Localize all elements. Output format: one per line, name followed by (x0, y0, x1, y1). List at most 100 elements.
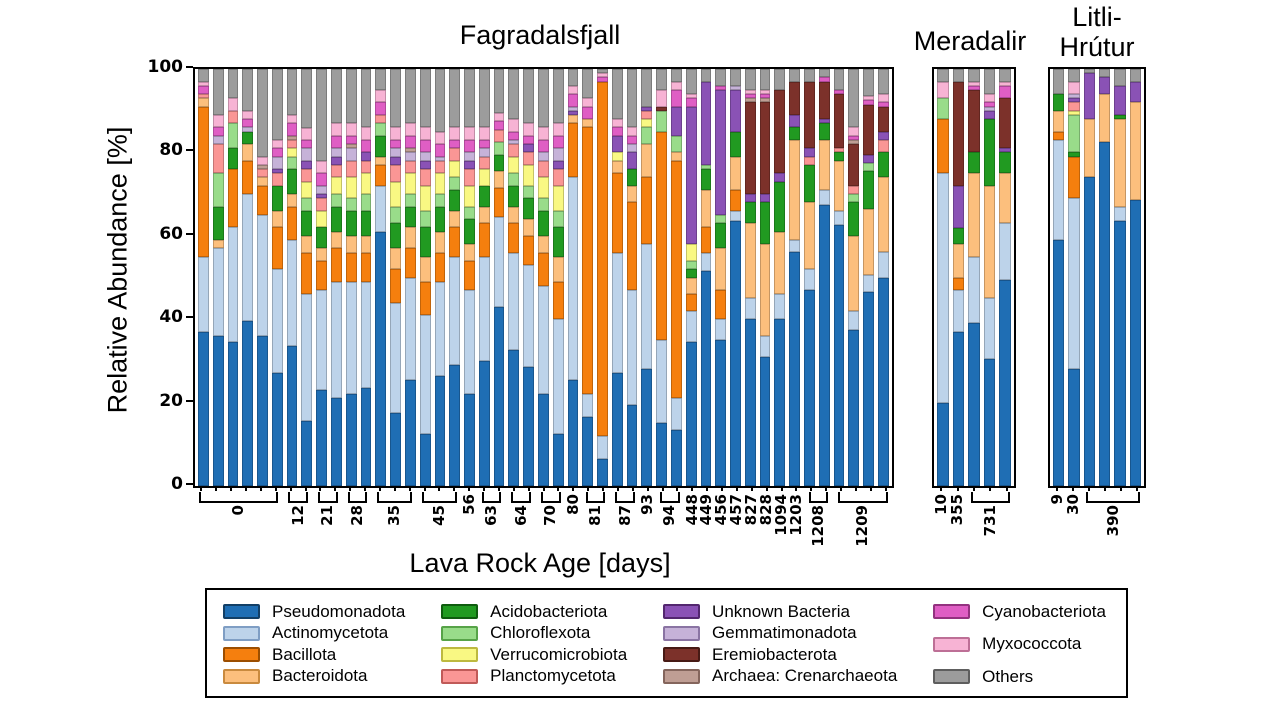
segment-bacteroidota (537, 235, 549, 253)
segment-bacteroidota (434, 231, 446, 253)
segment-verrucomicrobiota (537, 177, 549, 199)
segment-bacillota (198, 106, 209, 257)
group-bracket (659, 492, 680, 503)
segment-bacillota (567, 123, 579, 178)
x-tick-mark (750, 486, 753, 491)
stacked-bar-age-9 (1053, 69, 1065, 486)
segment-myxococcota (537, 127, 549, 140)
x-tick-slot (1001, 486, 1013, 491)
segment-actinomycetota (331, 281, 342, 399)
stacked-bar-age-10 (937, 69, 949, 486)
segment-pseudomonadota (316, 390, 328, 486)
segment-pseudomonadota (493, 306, 505, 486)
segment-verrucomicrobiota (434, 173, 446, 195)
segment-bacillota (434, 252, 446, 282)
segment-chloroflexota (641, 127, 653, 145)
y-tick-label-60: 60 (159, 223, 183, 244)
segment-chloroflexota (848, 194, 860, 203)
x-labels-meradalir: 10 355 731 (932, 492, 1016, 536)
segment-eremiobacterota (848, 144, 860, 186)
segment-planctomycetota (478, 156, 490, 170)
segment-pseudomonadota (715, 340, 727, 486)
legend: Pseudomonadota Actinomycetota Bacillota Bac… (205, 588, 1128, 698)
segment-cyanobacteriota (508, 131, 520, 140)
segment-actinomycetota (419, 315, 431, 434)
segment-acidobacteriota (508, 185, 520, 207)
segment-cyanobacteriota (360, 139, 372, 153)
segment-chloroflexota (937, 98, 949, 120)
legend-label: Bacillota (272, 644, 337, 664)
segment-bacteroidota (375, 156, 387, 165)
segment-planctomycetota (419, 169, 431, 186)
segment-chloroflexota (523, 185, 534, 199)
x-tick-slot (345, 486, 356, 491)
segment-actinomycetota (449, 256, 461, 366)
segment-planctomycetota (848, 185, 860, 195)
stacked-bar-age-12 (301, 69, 313, 486)
legend-label: Cyanobacteriota (982, 601, 1106, 621)
segment-actinomycetota (464, 290, 475, 395)
segment-cyanobacteriota (597, 77, 608, 82)
segment-planctomycetota (360, 160, 372, 174)
stacked-bar-age-731 (968, 69, 980, 486)
segment-pseudomonadota (434, 375, 446, 486)
segment-bacteroidota (848, 235, 860, 311)
segment-cyanobacteriota (744, 94, 756, 99)
segment-myxococcota (626, 127, 638, 136)
segment-unknown-bacteria (271, 169, 283, 174)
segment-actinomycetota (999, 223, 1011, 280)
x-tick-mark (349, 486, 352, 491)
y-tick-mark (186, 66, 193, 68)
segment-bacteroidota (271, 210, 283, 228)
segment-actinomycetota (212, 248, 224, 336)
segment-actinomycetota (656, 340, 667, 424)
segment-bacteroidota (464, 244, 475, 261)
segment-actinomycetota (375, 185, 387, 232)
segment-cyanobacteriota (523, 135, 534, 145)
stacked-bar-age-449 (700, 69, 712, 486)
segment-cyanobacteriota (375, 102, 387, 115)
segment-chloroflexota (863, 162, 874, 172)
segment-bacteroidota (818, 139, 830, 190)
segment-chloroflexota (301, 198, 313, 211)
segment-bacteroidota (685, 277, 697, 295)
x-tick-mark (602, 486, 605, 491)
group-bracket (1086, 492, 1140, 503)
segment-myxococcota (331, 123, 342, 136)
x-tick-mark (1120, 486, 1122, 491)
x-tick-mark (825, 486, 828, 491)
segment-planctomycetota (552, 169, 564, 186)
segment-planctomycetota (212, 144, 224, 174)
x-tick-label-9: 9 (1047, 494, 1066, 505)
segment-verrucomicrobiota (1068, 110, 1080, 115)
segment-bacillota (582, 127, 594, 395)
segment-acidobacteriota (789, 127, 801, 140)
segment-unknown-bacteria (759, 194, 771, 203)
segment-others (685, 69, 697, 95)
segment-others (1129, 69, 1141, 82)
segment-eremiobacterota (759, 102, 771, 195)
segment-actinomycetota (508, 252, 520, 351)
x-tick-slot (761, 486, 772, 491)
segment-pseudomonadota (271, 373, 283, 486)
segment-others (983, 69, 996, 95)
segment-pseudomonadota (671, 429, 682, 486)
segment-gemmatimonadota (478, 148, 490, 157)
segment-chloroflexota (464, 206, 475, 220)
segment-others (804, 69, 815, 82)
stacked-bar-age-1209 (877, 69, 889, 486)
x-label-group-64: 64 (506, 492, 536, 526)
segment-myxococcota (271, 139, 283, 149)
segment-bacteroidota (286, 194, 298, 207)
segment-pseudomonadota (552, 433, 564, 486)
x-tick-label-70: 70 (541, 505, 560, 526)
segment-acidobacteriota (983, 119, 996, 186)
segment-unknown-bacteria (685, 106, 697, 245)
segment-actinomycetota (286, 239, 298, 347)
group-bracket (347, 492, 368, 503)
segment-pseudomonadota (833, 225, 845, 486)
stacked-bar-age-93 (641, 69, 653, 486)
x-tick-mark (378, 486, 381, 491)
segment-pseudomonadota (523, 367, 534, 486)
segment-actinomycetota (759, 335, 771, 357)
